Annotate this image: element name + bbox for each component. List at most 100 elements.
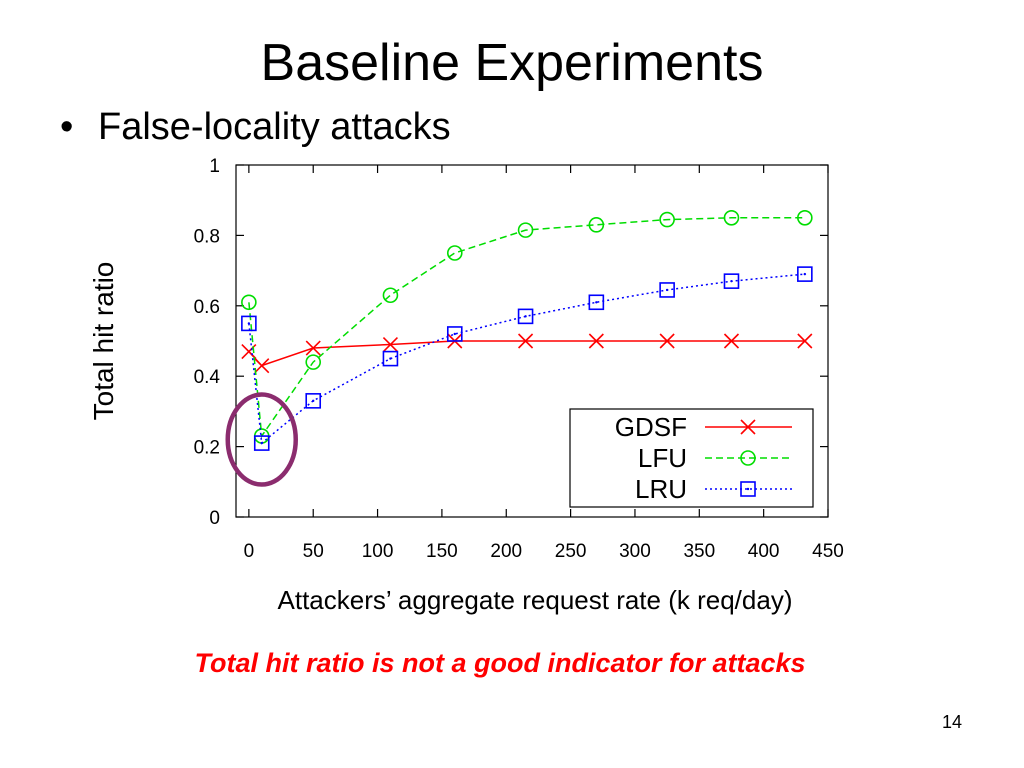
marker-square bbox=[740, 481, 756, 497]
bullet-text: False-locality attacks bbox=[98, 106, 451, 148]
y-tick-label: 1 bbox=[209, 156, 220, 177]
marker-square bbox=[253, 435, 270, 451]
y-tick-label: 0 bbox=[209, 508, 220, 529]
data-point-lru bbox=[446, 326, 463, 342]
x-tick-label: 0 bbox=[244, 541, 255, 562]
bullet-dot: • bbox=[60, 106, 74, 148]
data-point-gdsf bbox=[382, 336, 399, 353]
data-point-lfu bbox=[446, 245, 463, 261]
marker-stroke bbox=[254, 358, 270, 374]
marker-stroke bbox=[382, 336, 399, 353]
highlight-ellipse bbox=[225, 392, 298, 487]
marker-square bbox=[723, 273, 740, 289]
marker-square bbox=[659, 282, 675, 298]
data-point-lru bbox=[305, 393, 322, 409]
page-number: 14 bbox=[941, 712, 962, 732]
data-point-gdsf bbox=[517, 333, 534, 349]
data-point-gdsf bbox=[588, 333, 604, 349]
y-tick-label: 0.4 bbox=[194, 367, 221, 388]
data-point-lfu bbox=[588, 217, 605, 233]
marker-center-dot bbox=[247, 322, 251, 325]
data-point-gdsf bbox=[305, 340, 321, 356]
x-tick-label: 450 bbox=[812, 541, 844, 562]
y-tick-label: 0.8 bbox=[194, 226, 220, 247]
x-tick-label: 100 bbox=[362, 541, 394, 562]
x-tick-label: 250 bbox=[555, 541, 587, 562]
marker-square bbox=[588, 294, 605, 311]
marker-center-dot bbox=[730, 279, 733, 283]
series-line-gdsf bbox=[248, 340, 805, 367]
legend-marker-gdsf bbox=[740, 419, 756, 435]
marker-square bbox=[241, 315, 257, 332]
x-axis-label: Attackers’ aggregate request rate (k req… bbox=[278, 585, 793, 615]
marker-stroke bbox=[659, 333, 675, 349]
data-point-lru bbox=[517, 308, 534, 325]
marker-stroke bbox=[723, 333, 740, 349]
marker-center-dot bbox=[389, 357, 392, 360]
plot-frame bbox=[235, 164, 829, 518]
legend-label-lfu: LFU bbox=[638, 443, 687, 473]
marker-center-dot bbox=[803, 272, 807, 276]
marker-square bbox=[797, 266, 813, 282]
x-tick-label: 350 bbox=[683, 541, 715, 562]
y-tick-label: 0.2 bbox=[194, 438, 220, 459]
marker-stroke bbox=[517, 333, 534, 349]
series-lru bbox=[241, 266, 813, 451]
marker-square bbox=[382, 350, 399, 367]
x-tick-label: 400 bbox=[748, 541, 780, 562]
bullet-item: • False-locality attacks bbox=[60, 102, 451, 152]
legend-marker-lfu bbox=[740, 450, 756, 466]
marker-center-dot bbox=[260, 441, 263, 445]
data-point-lfu bbox=[382, 287, 399, 304]
marker-square bbox=[517, 308, 534, 325]
y-axis-label: Total hit ratio bbox=[88, 262, 119, 421]
data-point-lfu bbox=[305, 354, 322, 370]
data-point-lfu bbox=[723, 210, 740, 226]
series-line-lru bbox=[248, 273, 805, 445]
data-point-lru bbox=[241, 315, 257, 332]
caption: Total hit ratio is not a good indicator … bbox=[194, 648, 806, 678]
data-point-gdsf bbox=[659, 333, 675, 349]
marker-square bbox=[446, 326, 463, 342]
marker-stroke bbox=[740, 419, 756, 435]
series-lfu bbox=[241, 210, 813, 444]
legend-label-lru: LRU bbox=[635, 474, 687, 504]
data-point-lru bbox=[588, 294, 605, 311]
x-tick-label: 300 bbox=[619, 541, 651, 562]
data-point-gdsf bbox=[723, 333, 740, 349]
data-point-lfu bbox=[241, 294, 257, 311]
chart-axes: 0 0.2 0.4 0.6 0.8 1 0 50 100 150 200 250 300 350 400 45… bbox=[88, 156, 844, 615]
data-point-lru bbox=[659, 282, 675, 298]
legend-marker-lru bbox=[740, 481, 756, 497]
data-point-lru bbox=[253, 435, 270, 451]
y-tick-label: 0.6 bbox=[194, 297, 220, 318]
marker-stroke bbox=[797, 333, 813, 349]
data-point-lru bbox=[797, 266, 813, 282]
data-point-gdsf bbox=[254, 358, 270, 374]
data-point-lru bbox=[723, 273, 740, 289]
marker-center-dot bbox=[453, 332, 456, 336]
data-point-lfu bbox=[797, 210, 813, 226]
series-gdsf bbox=[241, 333, 813, 374]
slide-title: Baseline Experiments bbox=[260, 34, 764, 92]
chart-annotations bbox=[225, 392, 298, 487]
marker-center-dot bbox=[746, 487, 750, 491]
x-tick-label: 150 bbox=[426, 541, 458, 562]
data-point-lfu bbox=[517, 222, 534, 238]
x-tick-label: 50 bbox=[303, 541, 324, 562]
data-point-lru bbox=[382, 350, 399, 367]
series-line-lfu bbox=[248, 217, 805, 439]
marker-square bbox=[305, 393, 322, 409]
data-point-gdsf bbox=[797, 333, 813, 349]
data-point-lfu bbox=[659, 211, 675, 228]
marker-stroke bbox=[588, 333, 604, 349]
chart-series bbox=[241, 210, 813, 451]
marker-stroke bbox=[305, 340, 321, 356]
x-tick-label: 200 bbox=[490, 541, 522, 562]
marker-center-dot bbox=[312, 399, 315, 403]
marker-center-dot bbox=[524, 315, 527, 318]
marker-center-dot bbox=[595, 301, 598, 304]
marker-center-dot bbox=[665, 288, 669, 292]
